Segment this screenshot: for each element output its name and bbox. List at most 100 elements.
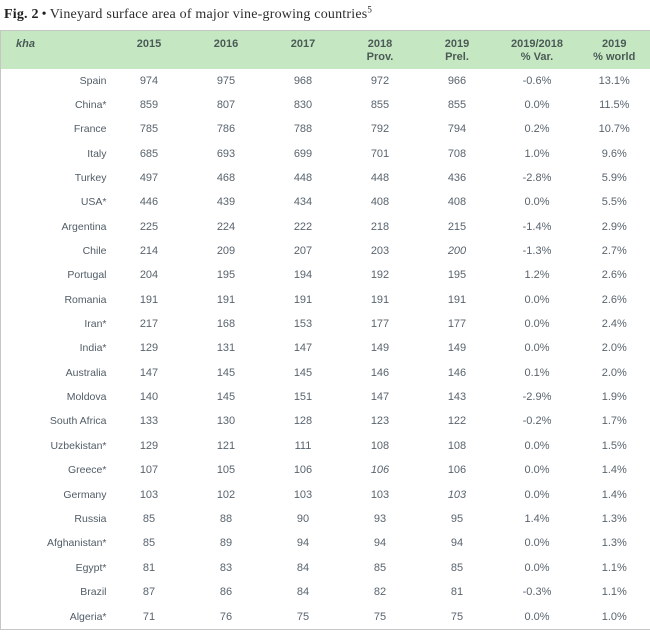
country-cell: Egypt* xyxy=(75,561,107,574)
table-row: Iran* 217 168 153 177 177 0.0% 2.4% xyxy=(1,312,650,336)
value-cell: 685 xyxy=(139,147,159,160)
value-cell: 224 xyxy=(216,220,236,233)
country-cell: Australia xyxy=(65,366,107,379)
value-cell: 122 xyxy=(447,415,467,428)
value-cell: 2.6% xyxy=(601,269,627,282)
value-cell: 974 xyxy=(139,74,159,87)
value-cell: 1.7% xyxy=(601,415,627,428)
value-cell: 972 xyxy=(370,74,390,87)
value-cell: 0.1% xyxy=(524,366,550,379)
value-cell: 85 xyxy=(142,512,156,525)
country-cell: Spain xyxy=(79,74,107,87)
value-cell: 200 xyxy=(447,245,467,258)
value-cell: 209 xyxy=(216,245,236,258)
value-cell: 708 xyxy=(447,147,467,160)
value-cell: 85 xyxy=(450,561,464,574)
value-cell: 1.4% xyxy=(601,464,627,477)
value-cell: 106 xyxy=(370,464,390,477)
value-cell: 10.7% xyxy=(598,123,630,136)
column-header-line2: Prov. xyxy=(366,51,394,63)
value-cell: 129 xyxy=(139,342,159,355)
country-cell: USA* xyxy=(80,196,107,209)
value-cell: 75 xyxy=(373,610,387,623)
value-cell: 192 xyxy=(370,269,390,282)
value-cell: 123 xyxy=(370,415,390,428)
table-row: Turkey 497 468 448 448 436 -2.8% 5.9% xyxy=(1,166,650,190)
table-row: Romania 191 191 191 191 191 0.0% 2.6% xyxy=(1,288,650,312)
value-cell: -1.3% xyxy=(522,245,552,258)
value-cell: 143 xyxy=(447,391,467,404)
value-cell: 94 xyxy=(296,537,310,550)
value-cell: 111 xyxy=(294,439,312,452)
figure-caption: Fig. 2 • Vineyard surface area of major vi… xyxy=(0,0,650,30)
country-cell: South Africa xyxy=(49,415,107,428)
table-row: Russia 85 88 90 93 95 1.4% 1.3% xyxy=(1,507,650,531)
value-cell: 788 xyxy=(293,123,313,136)
table-row: South Africa 133 130 128 123 122 -0.2% 1.7% xyxy=(1,409,650,433)
value-cell: 497 xyxy=(139,172,159,185)
value-cell: 1.2% xyxy=(524,269,550,282)
value-cell: 448 xyxy=(293,172,313,185)
value-cell: 146 xyxy=(370,366,390,379)
country-cell: Moldova xyxy=(66,391,107,404)
table-row: Greece* 107 105 106 106 106 0.0% 1.4% xyxy=(1,458,650,482)
value-cell: 131 xyxy=(216,342,236,355)
column-header-line1: 2019/2018 xyxy=(511,38,563,50)
value-cell: 699 xyxy=(293,147,313,160)
column-header-line2: % Var. xyxy=(520,51,554,63)
value-cell: 177 xyxy=(447,318,467,331)
table-row: Moldova 140 145 151 147 143 -2.9% 1.9% xyxy=(1,385,650,409)
value-cell: 1.5% xyxy=(601,439,627,452)
table-row: Egypt* 81 83 84 85 85 0.0% 1.1% xyxy=(1,555,650,579)
value-cell: 83 xyxy=(219,561,233,574)
column-header-line1: 2017 xyxy=(290,38,316,50)
value-cell: 225 xyxy=(139,220,159,233)
value-cell: 93 xyxy=(373,512,387,525)
value-cell: 84 xyxy=(296,585,310,598)
value-cell: 1.3% xyxy=(601,512,627,525)
value-cell: 0.0% xyxy=(524,537,550,550)
value-cell: 859 xyxy=(139,99,159,112)
value-cell: 0.0% xyxy=(524,293,550,306)
column-header-line1: 2018 xyxy=(367,38,393,50)
value-cell: 130 xyxy=(216,415,236,428)
value-cell: -2.9% xyxy=(522,391,552,404)
value-cell: 140 xyxy=(139,391,159,404)
value-cell: 177 xyxy=(370,318,390,331)
value-cell: 968 xyxy=(293,74,313,87)
value-cell: 191 xyxy=(370,293,390,306)
value-cell: 84 xyxy=(296,561,310,574)
country-cell: Chile xyxy=(82,245,107,258)
value-cell: 76 xyxy=(219,610,233,623)
value-cell: 794 xyxy=(447,123,467,136)
column-header: 2019 Prel. xyxy=(418,30,496,69)
value-cell: -0.6% xyxy=(522,74,552,87)
value-cell: 222 xyxy=(293,220,313,233)
value-cell: 2.9% xyxy=(601,220,627,233)
value-cell: 121 xyxy=(216,439,236,452)
footnote-marker: 5 xyxy=(367,4,373,15)
value-cell: 434 xyxy=(293,196,313,209)
country-cell: China* xyxy=(74,99,107,112)
column-header-line2: Prel. xyxy=(445,51,469,63)
value-cell: 89 xyxy=(219,537,233,550)
value-cell: 11.5% xyxy=(599,99,630,112)
country-cell: Afghanistan* xyxy=(46,537,107,550)
value-cell: 153 xyxy=(293,318,313,331)
value-cell: 214 xyxy=(139,245,159,258)
bullet-separator: • xyxy=(41,7,47,22)
value-cell: 94 xyxy=(450,537,464,550)
value-cell: 2.7% xyxy=(601,245,627,258)
value-cell: 0.2% xyxy=(524,123,550,136)
value-cell: 88 xyxy=(219,512,233,525)
value-cell: 103 xyxy=(370,488,390,501)
figure-title-text: Vineyard surface area of major vine-grow… xyxy=(49,7,368,22)
table-row: Argentina 225 224 222 218 215 -1.4% 2.9% xyxy=(1,215,650,239)
country-cell: Brazil xyxy=(80,585,107,598)
value-cell: 71 xyxy=(142,610,156,623)
value-cell: 701 xyxy=(370,147,390,160)
value-cell: -1.4% xyxy=(522,220,552,233)
value-cell: 446 xyxy=(139,196,159,209)
value-cell: 108 xyxy=(447,439,467,452)
